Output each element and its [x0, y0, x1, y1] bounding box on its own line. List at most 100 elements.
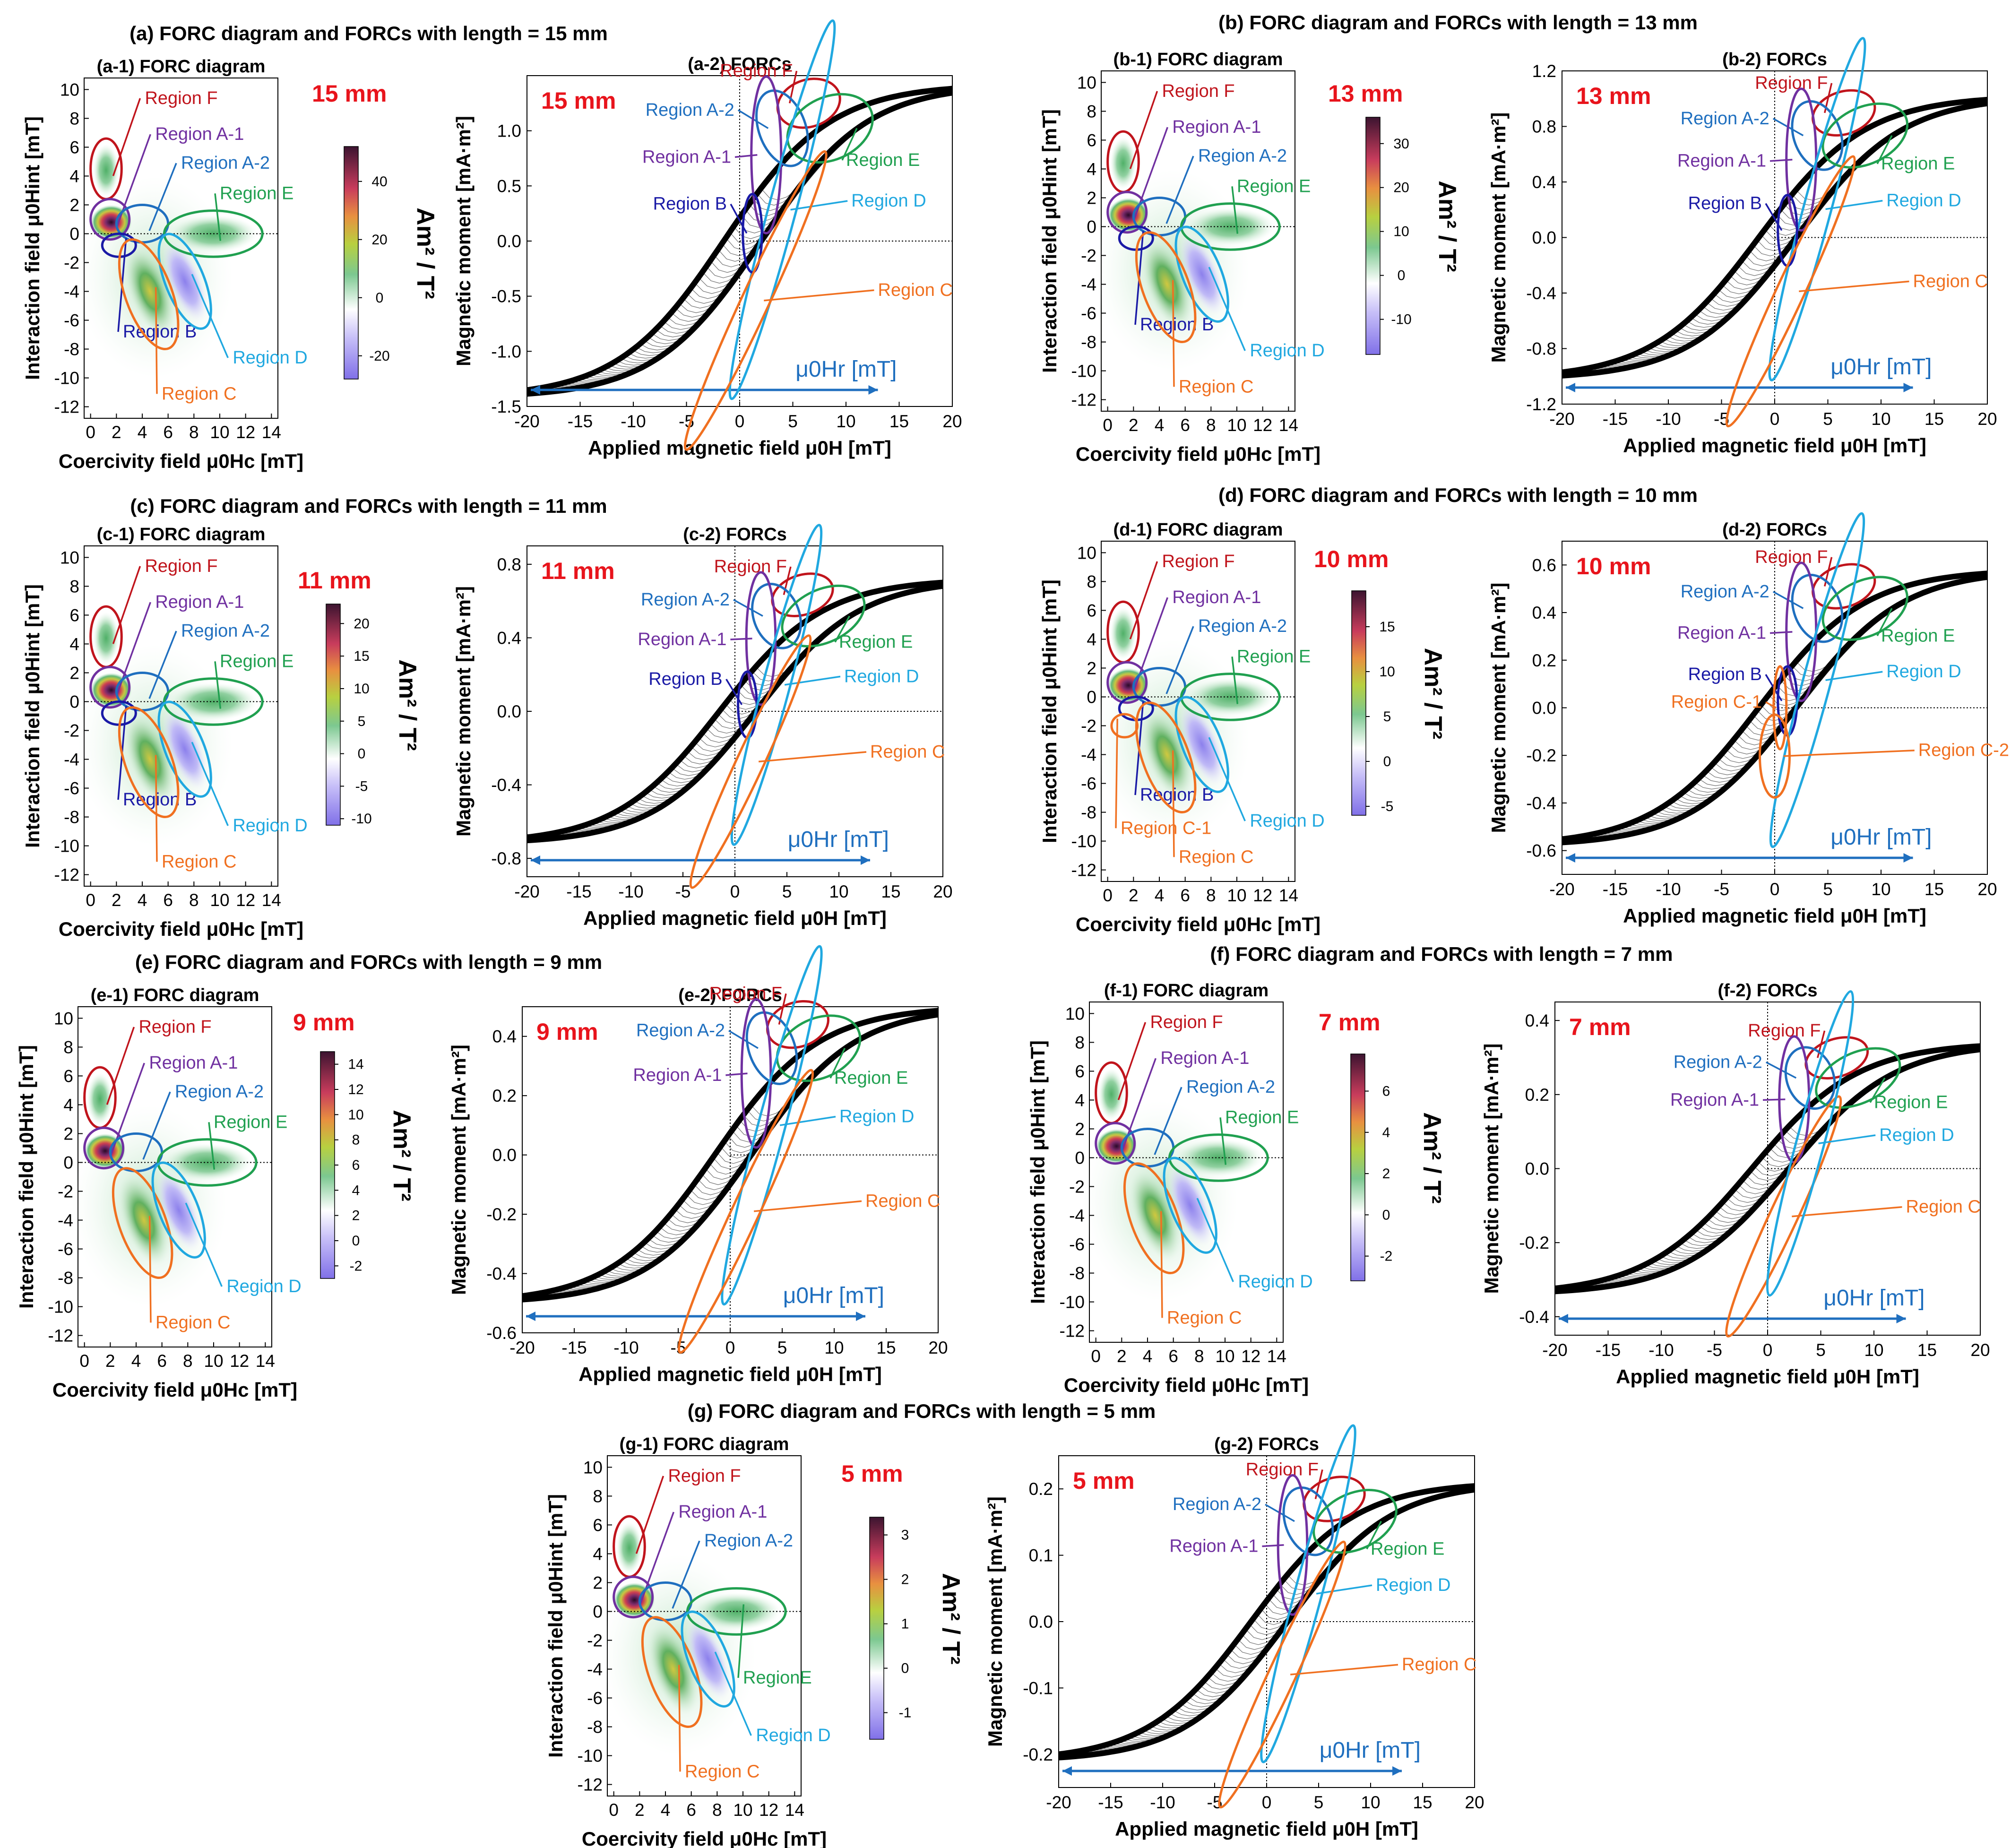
y-tick-label: -4: [1081, 745, 1096, 765]
forc-region-arrow: [148, 1216, 152, 1323]
forc-region-label-region-a-2: Region A-2: [181, 621, 270, 641]
colorbar-tick-label: 10: [348, 1107, 363, 1123]
forcs-region-region-d: [1769, 512, 1865, 848]
descending-branch: [1562, 96, 1988, 375]
forcs-region-region-c: [677, 1069, 814, 1354]
x-tick-label: -10: [1656, 880, 1681, 899]
y-tick-label: -2: [1081, 717, 1096, 736]
forc-region-arrow: [1160, 1211, 1163, 1318]
forc-y-label: Interaction field μ0Hint [mT]: [1027, 1040, 1049, 1304]
y-tick-label: 0.8: [1532, 117, 1556, 137]
forc-region-arrow: [1115, 718, 1118, 829]
forcs-x-label: Applied magnetic field μ0H [mT]: [1623, 905, 1926, 927]
density-blob: [1179, 704, 1225, 786]
forcs-title: (b-2) FORCs: [1722, 50, 1827, 69]
x-tick-label: -20: [509, 1338, 535, 1357]
y-tick-label: 0.4: [1532, 603, 1556, 622]
forcs-title: (f-2) FORCs: [1718, 981, 1817, 1001]
density-blob: [93, 612, 119, 665]
forcs-region-label-region-a-1: Region A-1: [638, 630, 726, 649]
forcs-region-label-region-d: Region D: [844, 666, 919, 686]
y-tick-label: 6: [1087, 130, 1096, 150]
x-tick-label: 20: [933, 882, 952, 901]
density-blob: [1179, 233, 1225, 315]
y-tick-label: 8: [1075, 1033, 1085, 1052]
x-tick-label: 0: [725, 1338, 735, 1357]
colorbar-gradient: [326, 604, 341, 826]
y-tick-label: -0.1: [1023, 1678, 1053, 1698]
y-tick-label: 2: [1087, 188, 1096, 207]
panel-title-g: (g) FORC diagram and FORCs with length =…: [688, 1400, 1156, 1422]
hr-label: μ0Hr [mT]: [1320, 1738, 1421, 1763]
y-tick-label: 0: [1075, 1148, 1085, 1167]
forc-region-arrow: [142, 1091, 171, 1160]
forcs-region-label-region-c: Region C: [1906, 1197, 1981, 1217]
forcs-region-region-e: [1821, 576, 1908, 641]
y-tick-label: 0.0: [1532, 699, 1556, 718]
x-tick-label: 20: [1977, 409, 1997, 429]
colorbar-tick-label: 14: [348, 1057, 363, 1072]
x-tick-label: 10: [836, 412, 855, 431]
forc-y-label: Interaction field μ0Hint [mT]: [21, 116, 43, 380]
forc-x-label: Coercivity field μ0Hc [mT]: [1076, 443, 1321, 465]
forcs-region-arrow: [1366, 1520, 1382, 1550]
y-tick-label: 0.0: [1532, 228, 1556, 248]
y-tick-label: -0.2: [1519, 1233, 1549, 1252]
y-tick-label: -6: [1069, 1235, 1085, 1254]
forcs-plot-e: -20 -15 -10 -5 0 5 10 15 200.40.20.0-0.2-0.4-0.6…: [448, 945, 948, 1385]
ascending-branch: [526, 583, 943, 844]
forc-region-arrow: [185, 1202, 223, 1287]
forcs-region-label-region-a-2: Region A-2: [1674, 1052, 1762, 1072]
colorbar-tick-label: 12: [348, 1082, 363, 1097]
hr-arrowhead-right: [1903, 383, 1913, 392]
forcs-region-arrow: [1290, 1664, 1398, 1675]
colorbar-tick-label: -10: [1391, 312, 1411, 328]
forc-region-arrow: [106, 1027, 135, 1105]
x-tick-label: -10: [618, 882, 643, 901]
y-tick-label: -8: [64, 808, 79, 827]
forcs-region-arrow: [734, 154, 758, 158]
y-tick-label: -12: [1071, 390, 1096, 410]
panel-title-c: (c) FORC diagram and FORCs with length =…: [130, 495, 607, 517]
forc-x-label: Coercivity field μ0Hc [mT]: [1064, 1374, 1309, 1396]
forcs-region-arrow: [834, 615, 850, 643]
forc-region-label-region-d: Region D: [756, 1726, 830, 1745]
x-tick-label: 2: [1129, 886, 1139, 905]
forcs-region-arrow: [1769, 631, 1793, 634]
colorbar-tick-label: 40: [371, 174, 387, 190]
forc-region-label-region-e: Region E: [220, 651, 293, 671]
x-tick-label: 8: [1206, 415, 1216, 435]
y-tick-label: -8: [587, 1718, 603, 1737]
forc-region-region-d: [1163, 1157, 1217, 1254]
forcs-y-label: Magnetic moment [mA·m²]: [448, 1045, 470, 1295]
forc-region-label-region-f: Region F: [1162, 552, 1234, 571]
colorbar-tick-label: 4: [352, 1183, 360, 1198]
y-tick-label: 0: [69, 224, 79, 243]
forcs-region-arrow: [779, 1115, 836, 1126]
forcs-x-label: Applied magnetic field μ0H [mT]: [1623, 434, 1926, 457]
colorbar-gradient: [344, 146, 359, 380]
forcs-region-label-region-f: Region F: [720, 61, 793, 81]
forcs-x-label: Applied magnetic field μ0H [mT]: [578, 1363, 882, 1385]
forcs-x-label: Applied magnetic field μ0H [mT]: [1616, 1365, 1919, 1388]
descending-branch: [1058, 1483, 1475, 1757]
y-tick-label: -6: [64, 779, 79, 798]
x-tick-label: 4: [138, 423, 147, 442]
forc-title: (g-1) FORC diagram: [620, 1434, 789, 1454]
forc-region-region-a-1: [1106, 190, 1148, 234]
forcs-region-arrow: [1876, 608, 1893, 637]
colorbar-d: 15 10 5 0 -5 Am² / T² 10 mm: [1314, 546, 1447, 816]
ascending-branch: [1554, 1046, 1981, 1295]
forc-length-label: 10 mm: [1314, 546, 1389, 572]
x-tick-label: 2: [635, 1800, 645, 1820]
forcs-region-label-region-f: Region F: [714, 557, 787, 577]
y-tick-label: -2: [587, 1631, 603, 1650]
forc-title: (e-1) FORC diagram: [91, 985, 259, 1005]
x-tick-label: -15: [1596, 1340, 1621, 1360]
colorbar-tick-label: 10: [354, 681, 369, 697]
density-blob: [685, 1618, 731, 1700]
x-tick-label: 6: [163, 423, 173, 442]
x-tick-label: 0: [735, 412, 745, 431]
